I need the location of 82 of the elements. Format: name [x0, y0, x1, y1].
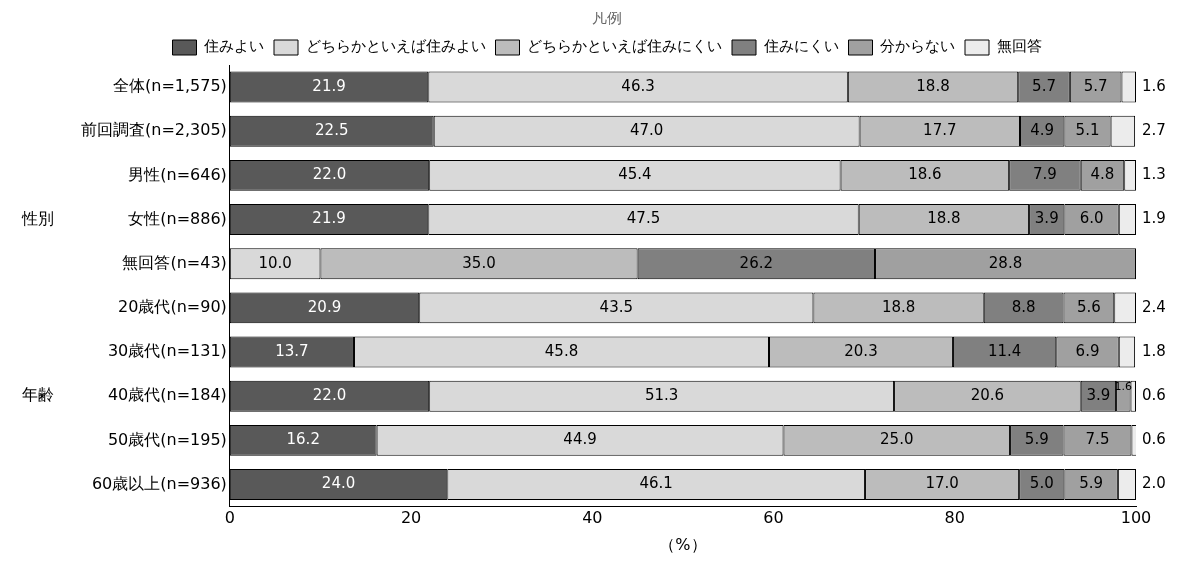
x-tick-label: 60 [763, 508, 784, 528]
data-label: 24.0 [321, 474, 356, 493]
data-label: 7.5 [1085, 430, 1110, 449]
data-label: 3.9 [1086, 386, 1111, 405]
data-label: 22.0 [312, 165, 347, 184]
data-label: 0.6 [1142, 430, 1166, 449]
x-tick-label: 0 [224, 508, 235, 528]
data-label: 46.3 [621, 76, 655, 95]
data-label: 4.8 [1090, 165, 1115, 184]
data-label: 1.6 [1142, 76, 1166, 95]
data-label: 22.0 [312, 386, 347, 405]
data-label: 1.9 [1142, 209, 1166, 228]
y-tick-label: 20歳代(n=90) [118, 297, 227, 317]
data-label: 22.5 [315, 121, 349, 140]
y-tick-label: 無回答(n=43) [122, 252, 227, 272]
x-tick-label: 100 [1120, 508, 1152, 528]
legend-label: どちらかといえば住みよい [305, 37, 486, 56]
data-label: 51.3 [644, 386, 679, 405]
data-label: 44.9 [563, 430, 597, 449]
data-label: 5.9 [1024, 430, 1049, 449]
data-label: 2.4 [1142, 297, 1166, 316]
data-label: 45.4 [618, 165, 652, 184]
data-label: 11.4 [987, 341, 1022, 360]
data-label: 18.8 [881, 297, 916, 316]
y-tick-label: 前回調査(n=2,305) [80, 120, 227, 140]
data-label: 1.3 [1142, 165, 1166, 184]
data-label: 5.9 [1079, 474, 1104, 493]
legend-label: 分からない [880, 37, 955, 56]
data-label: 5.7 [1032, 76, 1056, 95]
y-tick-label: 60歳以上(n=936) [91, 473, 227, 493]
data-label: 5.0 [1029, 474, 1054, 493]
y-tick-label: 女性(n=886) [128, 208, 227, 228]
x-axis-title: （%） [659, 534, 707, 554]
data-label: 6.9 [1075, 341, 1100, 360]
y-tick-label: 全体(n=1,575) [112, 76, 227, 96]
text: 性別 [21, 208, 54, 228]
x-tick-label: 80 [944, 508, 965, 528]
legend-label: 住みにくい [762, 37, 839, 56]
data-label: 20.9 [307, 297, 342, 316]
data-label: 26.2 [739, 253, 774, 272]
y-tick-label: 50歳代(n=195) [107, 429, 227, 449]
data-label: 18.6 [908, 165, 942, 184]
data-label: 21.9 [312, 209, 346, 228]
data-label: 5.7 [1083, 76, 1108, 95]
legend-label: どちらかといえば住みにくい [527, 37, 722, 56]
text: 年齢 [22, 385, 54, 405]
data-label: 18.8 [927, 209, 961, 228]
data-label: 20.3 [844, 341, 878, 360]
data-label: 16.2 [286, 430, 320, 449]
y-tick-label: 男性(n=646) [128, 164, 227, 184]
data-label: 35.0 [462, 253, 496, 272]
data-label: 2.7 [1142, 121, 1166, 140]
data-label: 5.1 [1075, 121, 1100, 140]
data-label: 47.0 [629, 121, 664, 140]
data-label: 1.8 [1142, 341, 1166, 360]
data-label: 47.5 [626, 209, 661, 228]
x-tick-label: 20 [400, 508, 422, 528]
data-label: 18.8 [916, 76, 950, 95]
data-label: 25.0 [880, 430, 914, 449]
legend-label: 住みよい [203, 37, 264, 56]
x-tick-label: 40 [582, 508, 603, 528]
data-label: 17.0 [925, 474, 959, 493]
y-tick-label: 30歳代(n=131) [107, 341, 227, 361]
data-label: 46.1 [639, 474, 673, 493]
data-label: 21.9 [312, 76, 346, 95]
data-label: 5.6 [1076, 297, 1101, 316]
data-label: 6.0 [1079, 209, 1104, 228]
data-label: 43.5 [599, 297, 634, 316]
data-label: 10.0 [258, 253, 292, 272]
data-label: 13.7 [275, 341, 309, 360]
data-label: 7.9 [1033, 165, 1057, 184]
data-label: 45.8 [544, 341, 579, 360]
legend-label: 無回答 [996, 37, 1042, 56]
data-label: 4.9 [1030, 121, 1055, 140]
y-tick-label: 40歳代(n=184) [107, 385, 227, 405]
data-label: 20.6 [970, 386, 1005, 405]
data-label: 0.6 [1142, 386, 1166, 405]
data-label: 2.0 [1142, 474, 1166, 493]
data-label: 17.7 [923, 121, 957, 140]
data-label: 8.8 [1011, 297, 1036, 316]
data-label: 3.9 [1034, 209, 1059, 228]
data-label: 28.8 [988, 253, 1023, 272]
